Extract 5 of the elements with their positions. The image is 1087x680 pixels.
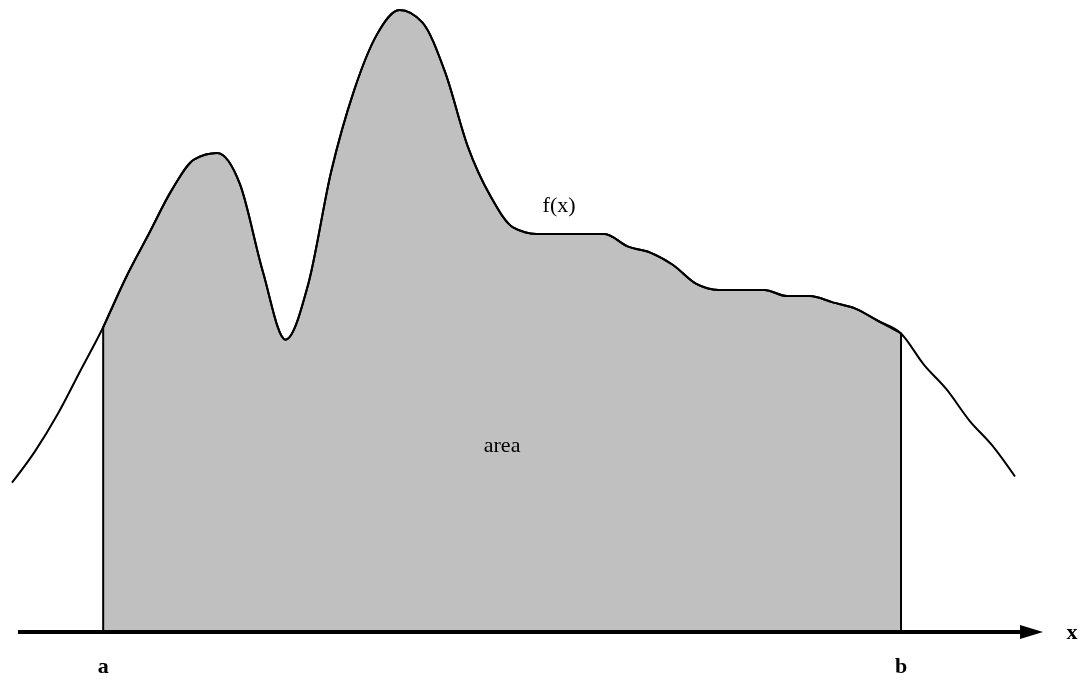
x-tick-label: a — [97, 653, 109, 678]
series-label: f(x) — [542, 191, 576, 217]
x-axis-title: x — [1066, 619, 1078, 644]
series-label: area — [483, 432, 521, 457]
x-tick-label: b — [894, 653, 908, 678]
